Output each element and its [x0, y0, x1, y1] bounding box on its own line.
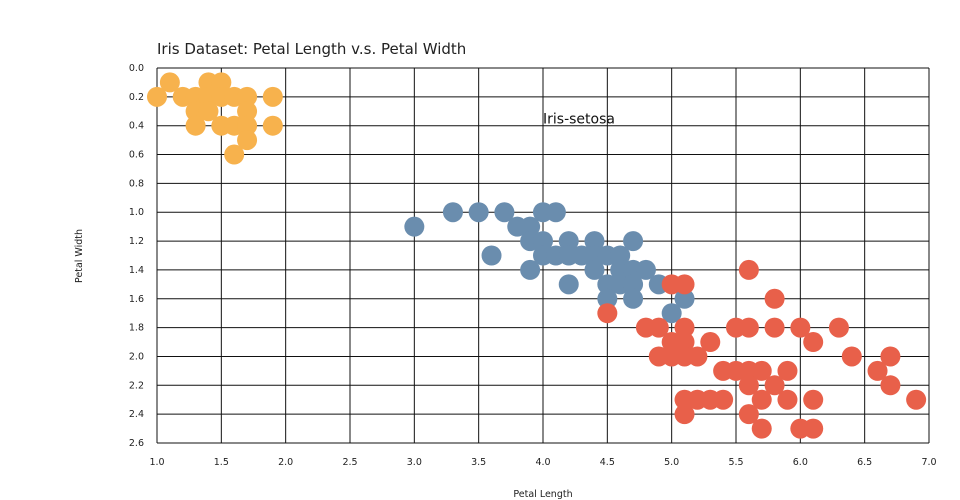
data-point-iris-versicolor — [635, 259, 656, 280]
data-point-iris-setosa — [237, 115, 258, 136]
data-point-iris-virginica — [777, 389, 798, 410]
data-point-iris-versicolor — [623, 231, 644, 252]
data-point-iris-virginica — [764, 375, 785, 396]
data-point-iris-versicolor — [404, 216, 425, 237]
data-point-iris-setosa — [224, 144, 245, 165]
data-point-iris-versicolor — [468, 202, 489, 223]
data-point-iris-versicolor — [442, 202, 463, 223]
data-point-iris-virginica — [751, 360, 772, 381]
data-point-iris-virginica — [687, 346, 708, 367]
data-point-iris-versicolor — [520, 259, 541, 280]
data-point-iris-virginica — [674, 274, 695, 295]
data-point-iris-setosa — [262, 86, 283, 107]
x-tick-label: 6.0 — [793, 457, 808, 468]
data-point-iris-versicolor — [494, 202, 515, 223]
data-point-iris-virginica — [597, 303, 618, 324]
x-tick-label: 4.5 — [600, 457, 615, 468]
data-point-iris-versicolor — [623, 288, 644, 309]
data-point-iris-virginica — [751, 418, 772, 439]
y-tick-label: 2.0 — [129, 351, 144, 362]
data-point-iris-setosa — [262, 115, 283, 136]
data-point-iris-virginica — [880, 346, 901, 367]
chart-title: Iris Dataset: Petal Length v.s. Petal Wi… — [157, 40, 466, 58]
data-point-iris-virginica — [738, 259, 759, 280]
x-tick-label: 5.5 — [728, 457, 743, 468]
y-tick-label: 1.4 — [129, 265, 144, 276]
x-tick-label: 5.0 — [664, 457, 679, 468]
data-point-iris-setosa — [159, 72, 180, 93]
data-point-iris-setosa — [237, 86, 258, 107]
y-tick-label: 2.4 — [129, 409, 144, 420]
annotation-label: Iris-setosa — [543, 111, 615, 127]
data-point-iris-virginica — [700, 332, 721, 353]
data-point-iris-versicolor — [610, 245, 631, 266]
y-axis-ticks: 0.0 0.2 0.4 0.6 0.8 1.0 1.2 1.4 1.6 1.8 2.0 2.2 2.4 2… — [129, 63, 144, 449]
data-point-iris-versicolor — [520, 216, 541, 237]
data-point-iris-virginica — [803, 389, 824, 410]
data-point-iris-virginica — [738, 317, 759, 338]
data-point-iris-versicolor — [661, 303, 682, 324]
x-tick-label: 4.0 — [535, 457, 550, 468]
data-point-iris-versicolor — [584, 231, 605, 252]
x-tick-label: 6.5 — [857, 457, 872, 468]
y-tick-label: 2.2 — [129, 380, 144, 391]
data-point-iris-virginica — [674, 404, 695, 425]
data-point-iris-versicolor — [674, 288, 695, 309]
data-point-iris-virginica — [790, 317, 811, 338]
x-tick-label: 2.5 — [342, 457, 357, 468]
data-point-iris-virginica — [738, 375, 759, 396]
data-point-iris-versicolor — [481, 245, 502, 266]
data-point-iris-virginica — [648, 317, 669, 338]
x-tick-label: 7.0 — [921, 457, 936, 468]
x-tick-label: 1.0 — [149, 457, 164, 468]
data-point-iris-versicolor — [558, 231, 579, 252]
x-tick-label: 2.0 — [278, 457, 293, 468]
x-axis-label: Petal Length — [513, 489, 572, 500]
y-tick-label: 0.0 — [129, 63, 144, 74]
y-tick-label: 0.8 — [129, 178, 144, 189]
y-tick-label: 0.4 — [129, 121, 144, 132]
data-point-iris-virginica — [841, 346, 862, 367]
data-point-iris-virginica — [906, 389, 927, 410]
y-tick-label: 1.0 — [129, 207, 144, 218]
data-point-iris-setosa — [147, 86, 167, 107]
y-tick-label: 1.2 — [129, 236, 144, 247]
y-axis-label: Petal Width — [74, 229, 85, 283]
y-tick-label: 0.6 — [129, 150, 144, 161]
data-point-iris-virginica — [674, 317, 695, 338]
data-point-iris-versicolor — [584, 259, 605, 280]
data-point-iris-versicolor — [558, 274, 579, 295]
data-point-iris-virginica — [777, 360, 798, 381]
data-point-iris-virginica — [880, 375, 901, 396]
data-point-iris-virginica — [751, 389, 772, 410]
data-point-iris-virginica — [764, 288, 785, 309]
data-point-iris-virginica — [713, 389, 734, 410]
data-point-iris-versicolor — [623, 274, 644, 295]
x-tick-label: 1.5 — [214, 457, 229, 468]
x-axis-ticks: 1.0 1.5 2.0 2.5 3.0 3.5 4.0 4.5 5.0 5.5 6.0 6.5 7.0 — [149, 457, 936, 468]
data-point-iris-virginica — [674, 332, 695, 353]
data-point-iris-versicolor — [545, 202, 566, 223]
y-tick-label: 0.2 — [129, 92, 144, 103]
data-point-iris-setosa — [211, 72, 232, 93]
y-tick-label: 1.6 — [129, 294, 144, 305]
data-point-iris-virginica — [803, 332, 824, 353]
x-tick-label: 3.5 — [471, 457, 486, 468]
y-tick-label: 1.8 — [129, 323, 144, 334]
data-point-iris-setosa — [198, 101, 219, 122]
data-point-iris-setosa — [237, 101, 258, 122]
y-tick-label: 2.6 — [129, 438, 144, 449]
data-point-iris-setosa — [237, 130, 258, 151]
data-point-iris-versicolor — [597, 288, 618, 309]
data-point-iris-virginica — [738, 404, 759, 425]
data-point-iris-setosa — [185, 115, 206, 136]
data-points — [147, 72, 927, 439]
x-tick-label: 3.0 — [407, 457, 422, 468]
data-point-iris-virginica — [764, 317, 785, 338]
data-point-iris-virginica — [803, 418, 824, 439]
data-point-iris-virginica — [828, 317, 849, 338]
data-point-iris-versicolor — [533, 231, 553, 252]
data-point-iris-virginica — [867, 360, 888, 381]
